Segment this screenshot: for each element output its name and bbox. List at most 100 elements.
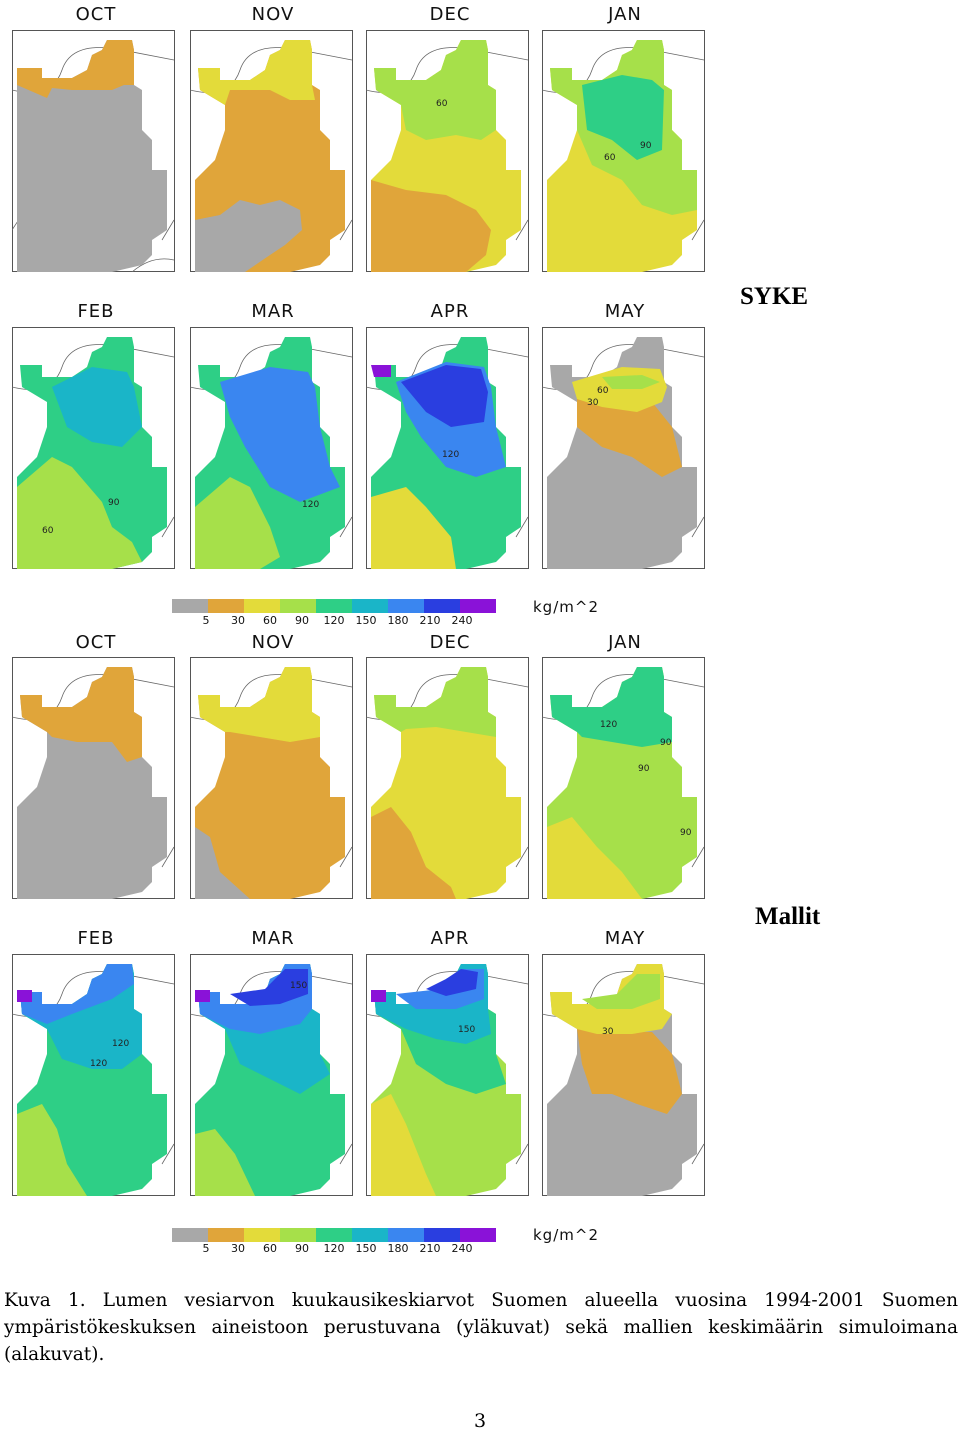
colorbar-swatch [172,1228,208,1242]
month-label: MAY [604,928,646,949]
colorbar-top [172,599,496,613]
contour-label: 60 [42,526,54,536]
finland-map-apr: 120 [366,327,529,569]
contour-label: 120 [90,1059,107,1069]
figure-caption: Kuva 1. Lumen vesiarvon kuukausikeskiarv… [4,1290,958,1365]
colorbar-swatch [280,1228,316,1242]
colorbar-tick: 150 [355,1242,377,1255]
colorbar-unit: kg/m^2 [533,598,599,616]
contour-label: 150 [458,1025,475,1035]
finland-map-feb: 90 60 [12,327,175,569]
colorbar-tick: 90 [295,1242,309,1255]
contour-label: 120 [112,1039,129,1049]
dataset-label-syke: SYKE [740,283,809,310]
map-panel-syke-feb: 90 60 [12,327,176,569]
map-panel-syke-jan: 60 90 [542,30,706,272]
month-label: NOV [251,4,295,25]
map-panel-model-nov [190,657,354,899]
map-panel-syke-apr: 120 [366,327,530,569]
colorbar-ticks-top: 5 30 60 90 120 150 180 210 240 [172,614,496,628]
colorbar-tick: 30 [231,614,245,627]
map-panel-syke-mar: 120 [190,327,354,569]
contour-label: 90 [638,764,650,774]
finland-map-dec: 60 [366,30,529,272]
finland-map-nov [190,30,353,272]
contour-label: 90 [680,828,692,838]
map-panel-syke-nov [190,30,354,272]
contour-label: 90 [660,738,672,748]
colorbar-swatch [172,599,208,613]
colorbar-tick: 180 [387,1242,409,1255]
page-number: 3 [473,1410,487,1432]
finland-map-feb: 120 120 [12,954,175,1196]
dataset-label-mallit: Mallit [755,903,821,930]
colorbar-swatch [352,1228,388,1242]
colorbar-tick: 5 [202,614,210,627]
colorbar-tick: 120 [323,1242,345,1255]
month-label: DEC [429,632,471,653]
month-label: NOV [251,632,295,653]
month-label: DEC [429,4,471,25]
colorbar-swatch [424,599,460,613]
colorbar-swatch [280,599,316,613]
contour-label: 30 [587,398,599,408]
finland-map-may: 30 [542,954,705,1196]
map-panel-syke-may: 60 30 [542,327,706,569]
map-panel-syke-oct [12,30,176,272]
contour-label: 120 [600,720,617,730]
colorbar-tick: 120 [323,614,345,627]
month-label: MAY [604,301,646,322]
colorbar-tick: 60 [263,614,277,627]
finland-map-jan: 120 90 90 90 [542,657,705,899]
finland-map-jan: 60 90 [542,30,705,272]
month-label: JAN [608,632,642,653]
colorbar-swatch [424,1228,460,1242]
contour-label: 60 [597,386,609,396]
month-label: MAR [251,928,295,949]
colorbar-tick: 180 [387,614,409,627]
map-panel-syke-dec: 60 [366,30,530,272]
contour-label: 60 [436,99,448,109]
map-panel-model-may: 30 [542,954,706,1196]
colorbar-tick: 150 [355,614,377,627]
colorbar-swatch [244,1228,280,1242]
finland-map-apr: 150 [366,954,529,1196]
finland-map-may: 60 30 [542,327,705,569]
month-label: OCT [75,632,117,653]
colorbar-tick: 5 [202,1242,210,1255]
map-panel-model-oct [12,657,176,899]
contour-label: 120 [302,500,319,510]
colorbar-tick: 90 [295,614,309,627]
colorbar-swatch [460,1228,496,1242]
map-panel-model-apr: 150 [366,954,530,1196]
colorbar-swatches [172,1228,496,1242]
colorbar-swatch [208,599,244,613]
month-label: MAR [251,301,295,322]
colorbar-ticks-bottom: 5 30 60 90 120 150 180 210 240 [172,1242,496,1256]
colorbar-tick: 210 [419,1242,441,1255]
colorbar-swatch [316,599,352,613]
month-label: FEB [77,928,115,949]
map-panel-model-feb: 120 120 [12,954,176,1196]
colorbar-tick: 240 [451,1242,473,1255]
contour-label: 120 [442,450,459,460]
map-panel-model-jan: 120 90 90 90 [542,657,706,899]
contour-label: 30 [602,1027,614,1037]
month-label: OCT [75,4,117,25]
colorbar-tick: 210 [419,614,441,627]
colorbar-swatch [388,599,424,613]
month-label: APR [430,928,470,949]
colorbar-swatch [460,599,496,613]
contour-label: 90 [108,498,120,508]
month-label: FEB [77,301,115,322]
contour-label: 60 [604,153,616,163]
map-panel-model-mar: 150 [190,954,354,1196]
colorbar-tick: 60 [263,1242,277,1255]
map-panel-model-dec [366,657,530,899]
month-label: APR [430,301,470,322]
colorbar-swatch [244,599,280,613]
colorbar-swatch [352,599,388,613]
month-label: JAN [608,4,642,25]
colorbar-tick: 30 [231,1242,245,1255]
colorbar-swatch [388,1228,424,1242]
